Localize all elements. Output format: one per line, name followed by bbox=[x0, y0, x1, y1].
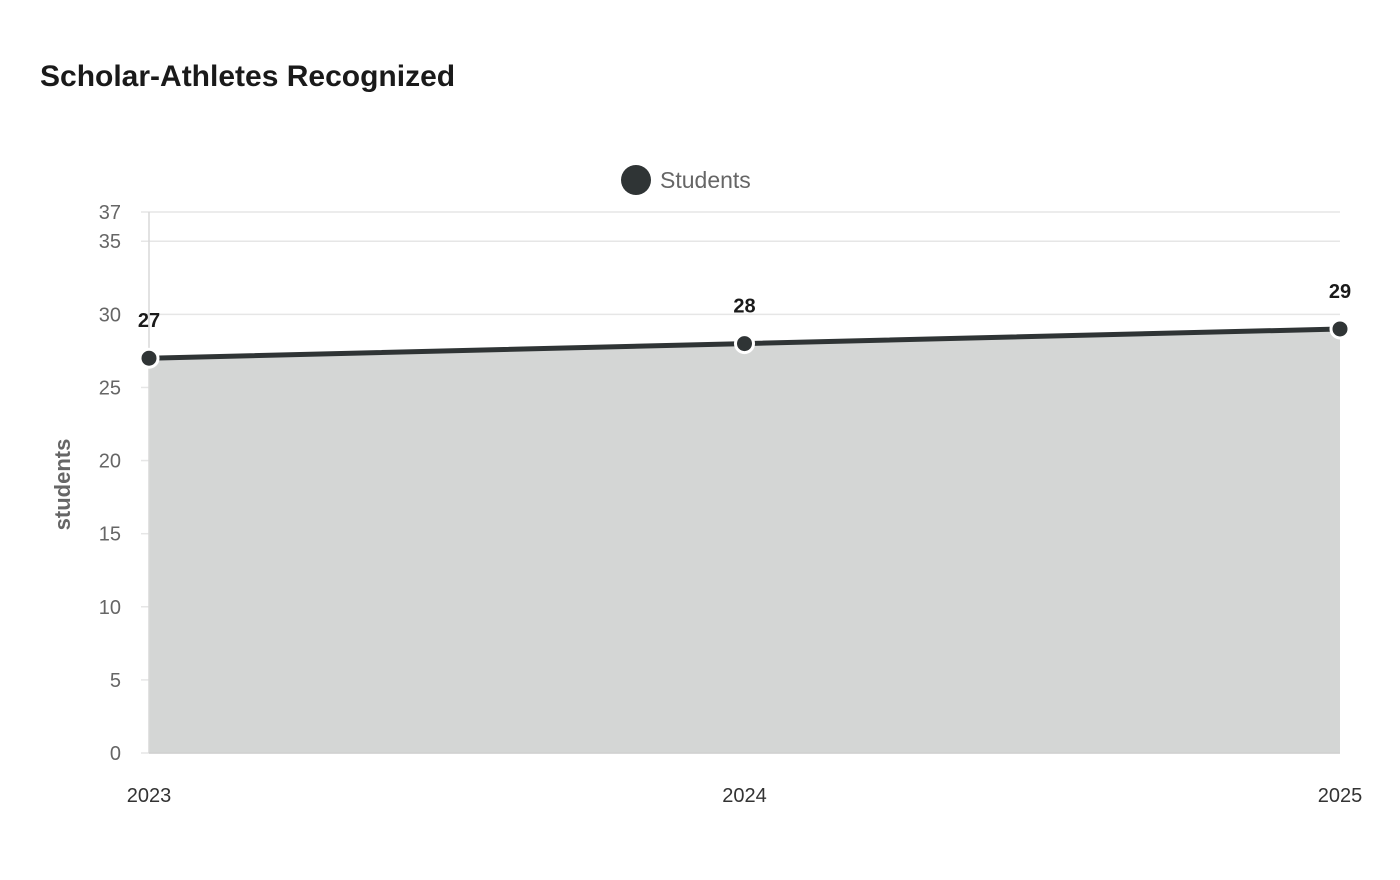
y-tick-label: 20 bbox=[99, 451, 121, 473]
y-tick-label: 35 bbox=[99, 231, 121, 253]
legend: Students bbox=[621, 165, 751, 195]
data-points bbox=[138, 318, 1351, 369]
y-tick-label: 5 bbox=[110, 670, 121, 692]
data-point bbox=[138, 347, 160, 369]
data-labels: 27 28 29 bbox=[138, 281, 1351, 332]
y-tick-label: 10 bbox=[99, 597, 121, 619]
data-point bbox=[1329, 318, 1351, 340]
legend-label: Students bbox=[660, 167, 751, 193]
y-tick-label: 0 bbox=[110, 743, 121, 765]
y-axis-label: students bbox=[50, 439, 75, 531]
y-tick-label: 30 bbox=[99, 304, 121, 326]
series-area-group bbox=[149, 328, 1340, 753]
data-label: 28 bbox=[733, 296, 755, 318]
data-point bbox=[734, 333, 755, 355]
series-area bbox=[149, 328, 1340, 753]
x-tick-label: 2023 bbox=[127, 785, 172, 807]
y-tick-label: 15 bbox=[99, 524, 121, 546]
chart-title: Scholar-Athletes Recognized bbox=[40, 60, 456, 93]
y-tick-label: 37 bbox=[99, 202, 121, 224]
x-tick-label: 2025 bbox=[1318, 785, 1363, 807]
x-tick-label: 2024 bbox=[722, 785, 767, 807]
data-label: 27 bbox=[138, 310, 160, 332]
y-tick-label: 25 bbox=[99, 377, 121, 399]
legend-swatch bbox=[621, 165, 651, 195]
data-label: 29 bbox=[1329, 281, 1351, 303]
